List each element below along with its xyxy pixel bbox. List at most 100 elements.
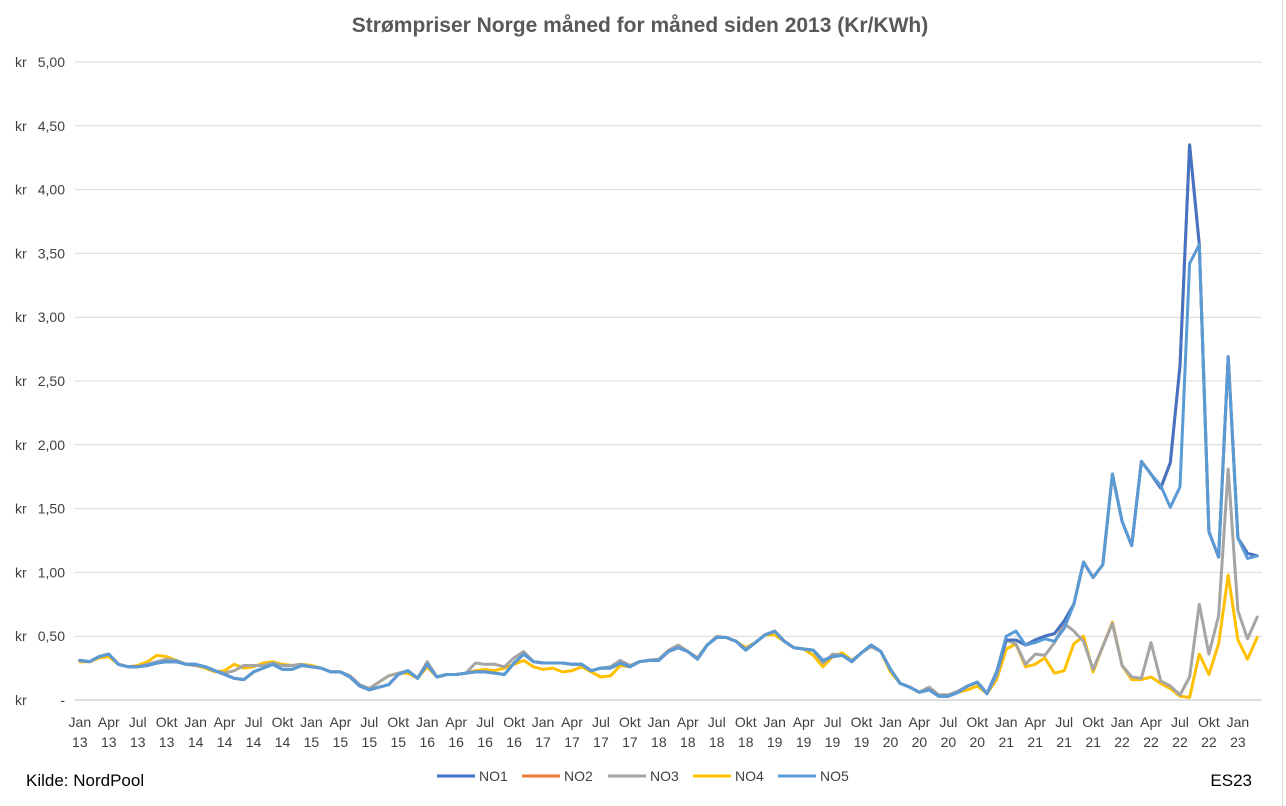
x-tick-label-year: 20 <box>883 734 899 750</box>
y-tick-label-value: 2,00 <box>38 437 65 453</box>
y-tick-label-value: 3,50 <box>38 245 65 261</box>
x-tick-label-month: Jul <box>129 714 147 730</box>
x-tick-label-month: Jul <box>592 714 610 730</box>
legend-label-no3: NO3 <box>650 768 679 784</box>
x-tick-label-year: 20 <box>941 734 957 750</box>
x-tick-label-year: 20 <box>970 734 986 750</box>
x-tick-label-month: Apr <box>793 714 815 730</box>
x-tick-label-year: 18 <box>738 734 754 750</box>
x-tick-label-month: Okt <box>503 714 525 730</box>
x-tick-label-month: Okt <box>966 714 988 730</box>
series-line-no2 <box>78 143 1259 698</box>
x-tick-label-year: 21 <box>1056 734 1072 750</box>
x-tick-label-month: Jul <box>476 714 494 730</box>
x-tick-label-month: Apr <box>329 714 351 730</box>
y-tick-label: kr <box>15 692 27 708</box>
x-tick-label-month: Apr <box>561 714 583 730</box>
x-tick-label-year: 21 <box>1085 734 1101 750</box>
x-tick-label-year: 19 <box>825 734 841 750</box>
series-line-no5 <box>78 243 1259 698</box>
x-tick-label-month: Jan <box>995 714 1018 730</box>
x-tick-label-year: 18 <box>680 734 696 750</box>
x-tick-label-month: Jul <box>708 714 726 730</box>
x-tick-label-year: 14 <box>188 734 204 750</box>
x-tick-label-year: 16 <box>477 734 493 750</box>
x-tick-label-year: 23 <box>1230 734 1246 750</box>
x-tick-label-month: Okt <box>272 714 294 730</box>
x-tick-label-year: 17 <box>622 734 638 750</box>
gridlines <box>75 61 1262 701</box>
x-tick-label-month: Okt <box>1198 714 1220 730</box>
legend-label-no4: NO4 <box>735 768 764 784</box>
x-tick-label-month: Jul <box>360 714 378 730</box>
x-tick-label-year: 19 <box>854 734 870 750</box>
chart-border <box>1282 0 1283 806</box>
x-tick-label-month: Apr <box>1140 714 1162 730</box>
x-tick-label-year: 13 <box>72 734 88 750</box>
legend-label-no2: NO2 <box>564 768 593 784</box>
x-tick-label-year: 16 <box>419 734 435 750</box>
x-tick-label-month: Jul <box>824 714 842 730</box>
x-tick-label-year: 14 <box>275 734 291 750</box>
y-tick-label: kr <box>15 182 27 198</box>
y-tick-label: kr <box>15 437 27 453</box>
x-tick-label-month: Okt <box>735 714 757 730</box>
y-tick-label: kr <box>15 373 27 389</box>
y-tick-label: kr <box>15 501 27 517</box>
x-tick-label-year: 22 <box>1172 734 1188 750</box>
x-tick-label-month: Okt <box>387 714 409 730</box>
x-axis-tick-labels: Jan 13 Apr 13 Jul 13 Okt 13 Jan 14 Apr 14 Jul 14 Okt 14… <box>69 714 1250 750</box>
x-tick-label-month: Okt <box>1082 714 1104 730</box>
y-tick-label-value: 3,00 <box>38 309 65 325</box>
x-tick-label-month: Jul <box>1171 714 1189 730</box>
y-tick-label-value: 2,50 <box>38 373 65 389</box>
y-tick-label-value: 1,50 <box>38 501 65 517</box>
y-tick-label-value: 5,00 <box>38 54 65 70</box>
legend: NO1 NO2 NO3 NO4 NO5 <box>437 768 849 784</box>
legend-label-no1: NO1 <box>479 768 508 784</box>
y-tick-label: kr <box>15 564 27 580</box>
x-tick-label-year: 19 <box>796 734 812 750</box>
series-line-no1 <box>78 143 1259 698</box>
x-tick-label-month: Jan <box>69 714 92 730</box>
series-lines <box>78 143 1259 699</box>
x-tick-label-month: Jul <box>1055 714 1073 730</box>
x-tick-label-month: Apr <box>909 714 931 730</box>
x-tick-label-year: 14 <box>246 734 262 750</box>
x-tick-label-month: Jan <box>879 714 902 730</box>
y-tick-label: kr <box>15 628 27 644</box>
legend-label-no5: NO5 <box>820 768 849 784</box>
y-tick-label-value: 4,00 <box>38 182 65 198</box>
x-tick-label-year: 13 <box>101 734 117 750</box>
y-tick-label: kr <box>15 245 27 261</box>
x-tick-label-year: 15 <box>362 734 378 750</box>
y-axis-tick-labels: kr - kr 0,50 kr 1,00 kr 1,50 kr 2,00 kr 2,50 kr 3,00 k… <box>15 54 65 708</box>
y-tick-label-value: - <box>60 692 65 708</box>
x-tick-label-month: Apr <box>677 714 699 730</box>
chart-title: Strømpriser Norge måned for måned siden … <box>351 14 929 37</box>
x-tick-label-month: Jan <box>1111 714 1134 730</box>
x-tick-label-year: 20 <box>912 734 928 750</box>
x-tick-label-month: Apr <box>1024 714 1046 730</box>
source-note: Kilde: NordPool <box>26 771 145 790</box>
x-tick-label-month: Jan <box>416 714 439 730</box>
x-tick-label-month: Jan <box>532 714 555 730</box>
x-tick-label-year: 17 <box>535 734 551 750</box>
x-tick-label-year: 18 <box>651 734 667 750</box>
x-tick-label-year: 15 <box>390 734 406 750</box>
signature: ES23 <box>1210 771 1252 790</box>
x-tick-label-year: 13 <box>130 734 146 750</box>
x-tick-label-year: 22 <box>1114 734 1130 750</box>
y-tick-label-value: 0,50 <box>38 628 65 644</box>
y-tick-label-value: 4,50 <box>38 118 65 134</box>
x-tick-label-month: Jan <box>184 714 207 730</box>
x-tick-label-year: 16 <box>506 734 522 750</box>
series-line-no3 <box>78 467 1259 697</box>
x-tick-label-month: Okt <box>619 714 641 730</box>
x-tick-label-month: Okt <box>156 714 178 730</box>
x-tick-label-month: Jan <box>763 714 786 730</box>
x-tick-label-month: Jan <box>648 714 671 730</box>
x-tick-label-year: 14 <box>217 734 233 750</box>
